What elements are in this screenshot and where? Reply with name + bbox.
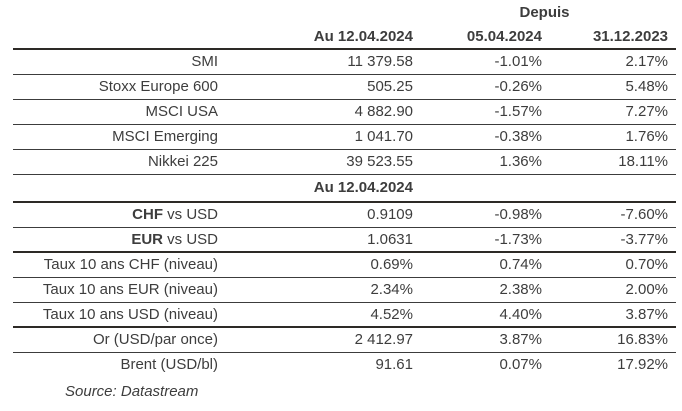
col-header-date-main: Au 12.04.2024	[218, 25, 413, 50]
currency-pair-rest: vs USD	[162, 206, 218, 224]
table-row-rate-eur: Taux 10 ans EUR (niveau) 2.34% 2.38% 2.0…	[13, 277, 677, 303]
value-chg-week: 0.07%	[499, 356, 542, 374]
value-chg-ytd: 7.27%	[542, 99, 677, 125]
value-chg-week: -0.38%	[413, 124, 542, 150]
row-label: Or (USD/par once)	[13, 327, 218, 353]
value-chg-ytd: 16.83%	[542, 327, 677, 353]
table-row-gold: Or (USD/par once) 2 412.97 3.87% 16.83%	[13, 327, 677, 353]
value-chg-ytd: -3.77%	[542, 227, 677, 253]
value-level: 505.25	[218, 74, 413, 100]
value-level: 91.61	[375, 356, 413, 374]
row-label: Taux 10 ans CHF (niveau)	[13, 252, 218, 278]
value-chg-week: -1.73%	[413, 227, 542, 253]
empty-cell	[13, 0, 413, 25]
table-row-brent: Brent (USD/bl) 91.61 0.07% 17.92%	[13, 352, 676, 377]
empty-cell	[413, 174, 542, 203]
value-level: 0.69%	[218, 252, 413, 278]
col-header-date-prev: 05.04.2024	[413, 25, 542, 50]
value-chg-ytd: 2.17%	[542, 49, 677, 75]
row-label: Nikkei 225	[13, 149, 218, 175]
currency-code: CHF	[132, 206, 163, 224]
value-chg-week: 3.87%	[413, 327, 542, 353]
value-chg-ytd: 5.48%	[542, 74, 677, 100]
row-label: Brent (USD/bl)	[120, 356, 218, 374]
value-chg-ytd: 2.00%	[542, 277, 677, 303]
table-row-stoxx: Stoxx Europe 600 505.25 -0.26% 5.48%	[13, 74, 677, 100]
market-data-table: Depuis Au 12.04.2024 05.04.2024 31.12.20…	[13, 0, 677, 377]
table-row-eur-usd: EUR vs USD 1.0631 -1.73% -3.77%	[13, 227, 677, 253]
mid-header-row: Au 12.04.2024	[13, 174, 677, 203]
value-chg-week: -0.98%	[413, 202, 542, 228]
row-label: Taux 10 ans USD (niveau)	[13, 302, 218, 328]
row-label: CHF vs USD	[13, 202, 218, 228]
table-row-rate-chf: Taux 10 ans CHF (niveau) 0.69% 0.74% 0.7…	[13, 252, 677, 278]
value-level: 2 412.97	[218, 327, 413, 353]
row-label: MSCI Emerging	[13, 124, 218, 150]
depuis-label: Depuis	[519, 4, 570, 21]
value-level: 4.52%	[218, 302, 413, 328]
empty-cell	[542, 174, 677, 203]
value-level: 1.0631	[218, 227, 413, 253]
value-chg-week: 1.36%	[413, 149, 542, 175]
value-chg-week: -1.01%	[413, 49, 542, 75]
value-chg-week: 4.40%	[413, 302, 542, 328]
row-label: EUR vs USD	[13, 227, 218, 253]
value-chg-week: -1.57%	[413, 99, 542, 125]
value-level: 11 379.58	[218, 49, 413, 75]
mid-header-date: Au 12.04.2024	[218, 174, 413, 203]
currency-code: EUR	[131, 230, 163, 248]
value-level: 4 882.90	[218, 99, 413, 125]
col-header-date-ytd: 31.12.2023	[542, 25, 677, 50]
table-row-chf-usd: CHF vs USD 0.9109 -0.98% -7.60%	[13, 202, 677, 228]
value-level: 0.9109	[218, 202, 413, 228]
value-chg-ytd: -7.60%	[542, 202, 677, 228]
table-row-msci-usa: MSCI USA 4 882.90 -1.57% 7.27%	[13, 99, 677, 125]
table-row-rate-usd: Taux 10 ans USD (niveau) 4.52% 4.40% 3.8…	[13, 302, 677, 328]
row-label: MSCI USA	[13, 99, 218, 125]
value-chg-ytd: 17.92%	[617, 356, 669, 374]
row-label: SMI	[13, 49, 218, 75]
row-label: Taux 10 ans EUR (niveau)	[13, 277, 218, 303]
table-row-smi: SMI 11 379.58 -1.01% 2.17%	[13, 49, 677, 75]
value-chg-ytd: 1.76%	[542, 124, 677, 150]
value-chg-week: -0.26%	[413, 74, 542, 100]
table-row-nikkei: Nikkei 225 39 523.55 1.36% 18.11%	[13, 149, 677, 175]
table-row-msci-emerging: MSCI Emerging 1 041.70 -0.38% 1.76%	[13, 124, 677, 150]
source-note: Source: Datastream	[65, 383, 199, 400]
value-chg-ytd: 3.87%	[542, 302, 677, 328]
column-header-row: Au 12.04.2024 05.04.2024 31.12.2023	[13, 25, 677, 50]
value-level: 39 523.55	[218, 149, 413, 175]
value-chg-week: 2.38%	[413, 277, 542, 303]
value-level: 2.34%	[218, 277, 413, 303]
empty-cell	[13, 25, 218, 50]
empty-cell	[13, 174, 218, 203]
value-level: 1 041.70	[218, 124, 413, 150]
row-label: Stoxx Europe 600	[13, 74, 218, 100]
value-chg-week: 0.74%	[413, 252, 542, 278]
currency-pair-rest: vs USD	[162, 230, 218, 248]
depuis-header-row: Depuis	[13, 0, 676, 25]
value-chg-ytd: 18.11%	[542, 149, 677, 175]
value-chg-ytd: 0.70%	[542, 252, 677, 278]
